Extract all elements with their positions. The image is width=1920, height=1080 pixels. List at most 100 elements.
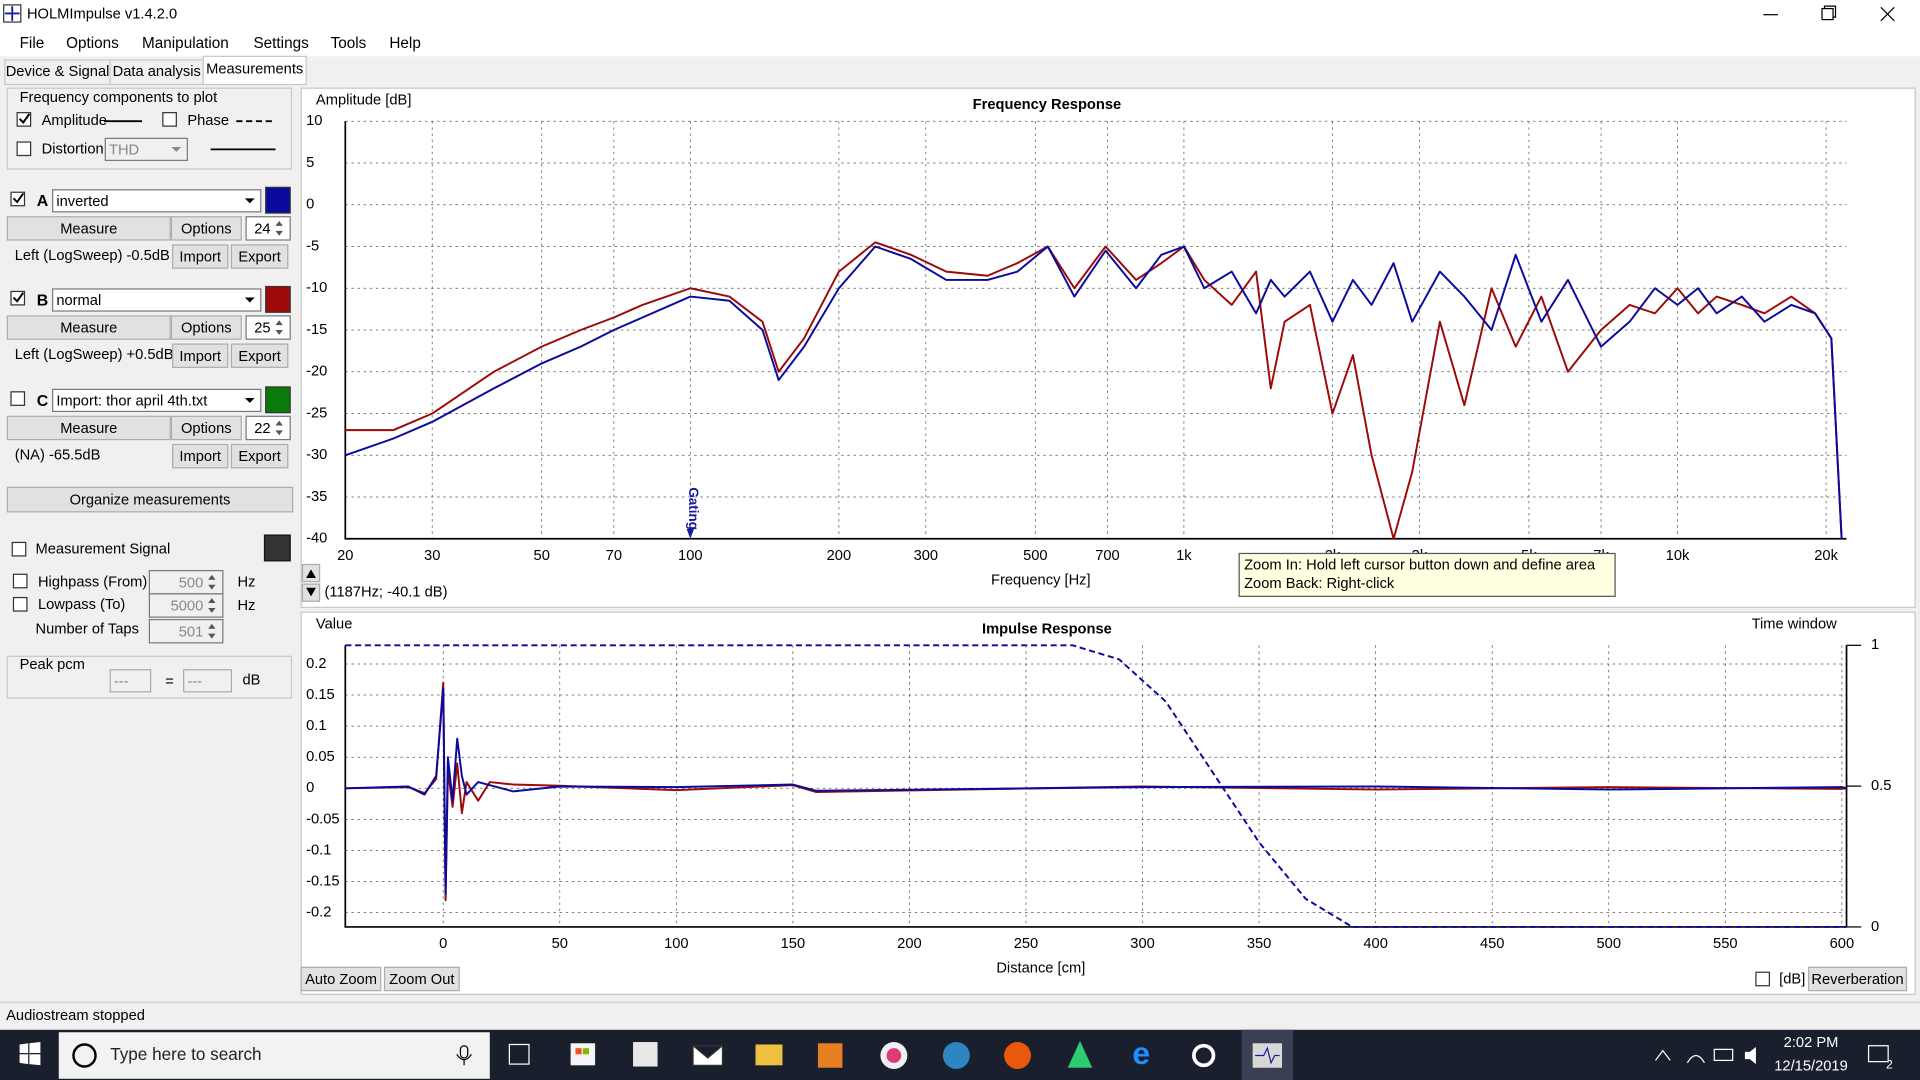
spinner-value[interactable]: 24 (254, 221, 270, 237)
checkbox-box[interactable] (1755, 971, 1770, 987)
button-label[interactable]: Measure (60, 321, 117, 337)
combo-box[interactable]: inverted (52, 189, 262, 213)
menu-item[interactable]: Help (389, 35, 420, 52)
tab-face[interactable] (109, 59, 204, 86)
button[interactable]: Import (172, 443, 229, 469)
combo-box[interactable]: Import: thor april 4th.txt (52, 388, 262, 413)
combo-text[interactable]: normal (56, 293, 101, 309)
signal-color[interactable] (263, 534, 291, 562)
checkbox[interactable] (162, 112, 177, 127)
button-label[interactable]: Zoom Out (389, 972, 454, 988)
search-box[interactable] (58, 1032, 490, 1079)
button[interactable]: Options (170, 415, 242, 441)
checkbox[interactable] (10, 290, 26, 306)
button[interactable]: Auto Zoom (300, 966, 382, 992)
button-face[interactable] (383, 966, 460, 992)
button[interactable]: Measure (6, 315, 171, 340)
button-face[interactable] (230, 443, 289, 469)
combo-text[interactable]: THD (109, 142, 139, 158)
measurement-color[interactable] (265, 386, 291, 414)
menu-item[interactable]: Manipulation (142, 35, 229, 52)
checkbox-box[interactable] (162, 112, 177, 127)
button[interactable]: Options (170, 216, 242, 241)
tab-label[interactable]: Measurements (206, 62, 303, 78)
button-label[interactable]: Export (238, 250, 280, 266)
tab-face[interactable] (202, 55, 307, 86)
button-label[interactable]: Measure (60, 421, 117, 437)
combo-text[interactable]: inverted (56, 194, 108, 210)
combo-field[interactable] (52, 388, 262, 413)
button[interactable]: Export (230, 244, 289, 269)
button-label[interactable]: Import (179, 250, 221, 266)
restore-button[interactable] (1821, 5, 1837, 21)
spinner-arrows[interactable] (275, 320, 283, 335)
measurement-color[interactable] (265, 285, 291, 313)
button[interactable]: Import (172, 343, 229, 368)
arrow-glyph[interactable] (306, 569, 316, 578)
spinner-arrows[interactable] (275, 420, 283, 436)
button[interactable]: Export (230, 443, 289, 469)
checkmark[interactable] (18, 113, 31, 124)
combo-arrow[interactable] (244, 297, 255, 303)
checkbox-box[interactable] (11, 541, 27, 557)
button-face[interactable] (1807, 966, 1908, 992)
button-face[interactable] (300, 966, 382, 992)
combo-field[interactable] (104, 137, 188, 162)
checkbox-box[interactable] (12, 596, 28, 612)
spinner[interactable]: 500 (148, 570, 224, 595)
button[interactable]: Zoom Out (383, 966, 460, 992)
start-button[interactable] (19, 1042, 41, 1066)
spinner[interactable]: 25 (245, 315, 291, 340)
button-face[interactable] (172, 244, 229, 269)
button-face[interactable] (230, 244, 289, 269)
spinner-arrows[interactable] (275, 221, 283, 236)
button[interactable]: Organize measurements (6, 486, 294, 513)
combo-field[interactable] (52, 189, 262, 213)
tab[interactable]: Data analysis (109, 59, 204, 86)
spinner[interactable]: 22 (245, 415, 291, 441)
button[interactable]: Export (230, 343, 289, 368)
button-face[interactable] (6, 315, 171, 340)
combo-arrow[interactable] (244, 198, 255, 204)
button-label[interactable]: Options (181, 321, 232, 337)
spinner-value[interactable]: 5000 (171, 599, 204, 615)
checkbox-box[interactable] (12, 573, 28, 589)
button-label[interactable]: Auto Zoom (305, 972, 377, 988)
button[interactable]: Measure (6, 216, 171, 241)
menu-item[interactable]: Tools (331, 35, 367, 52)
button-label[interactable]: Organize measurements (70, 493, 231, 509)
combo-box[interactable]: normal (52, 288, 262, 312)
menu-item[interactable]: Options (66, 35, 119, 52)
button-face[interactable] (6, 415, 171, 441)
checkbox-box[interactable] (10, 391, 26, 406)
spinner-value[interactable]: 25 (254, 321, 270, 337)
button-label[interactable]: Export (238, 349, 280, 365)
combo-arrow[interactable] (244, 397, 255, 403)
spinner[interactable]: 5000 (148, 593, 224, 618)
tab-face[interactable] (4, 59, 111, 86)
button-face[interactable] (6, 486, 294, 513)
checkmark[interactable] (12, 292, 25, 303)
menu-item[interactable]: File (20, 35, 45, 52)
button[interactable]: Options (170, 315, 242, 340)
combo-box[interactable]: THD (104, 137, 188, 162)
combo-text[interactable]: Import: thor april 4th.txt (56, 394, 207, 410)
button-label[interactable]: Import (179, 449, 221, 465)
button[interactable]: Measure (6, 415, 171, 441)
button-face[interactable] (170, 216, 242, 241)
tab-label[interactable]: Data analysis (113, 64, 201, 80)
spinner-value[interactable]: 500 (179, 575, 204, 591)
button[interactable]: Reverberation (1807, 966, 1908, 992)
checkbox[interactable] (10, 391, 26, 406)
checkbox[interactable] (12, 573, 28, 589)
spinner-field[interactable] (148, 593, 224, 618)
button-label[interactable]: Measure (60, 221, 117, 237)
button-face[interactable] (170, 315, 242, 340)
close-button[interactable] (1880, 6, 1895, 22)
button-face[interactable] (172, 443, 229, 469)
measurement-color[interactable] (265, 186, 291, 214)
zoom-arrows[interactable] (301, 563, 321, 602)
combo-field[interactable] (52, 288, 262, 312)
spinner-arrows[interactable] (208, 574, 216, 590)
checkbox[interactable] (10, 191, 26, 207)
